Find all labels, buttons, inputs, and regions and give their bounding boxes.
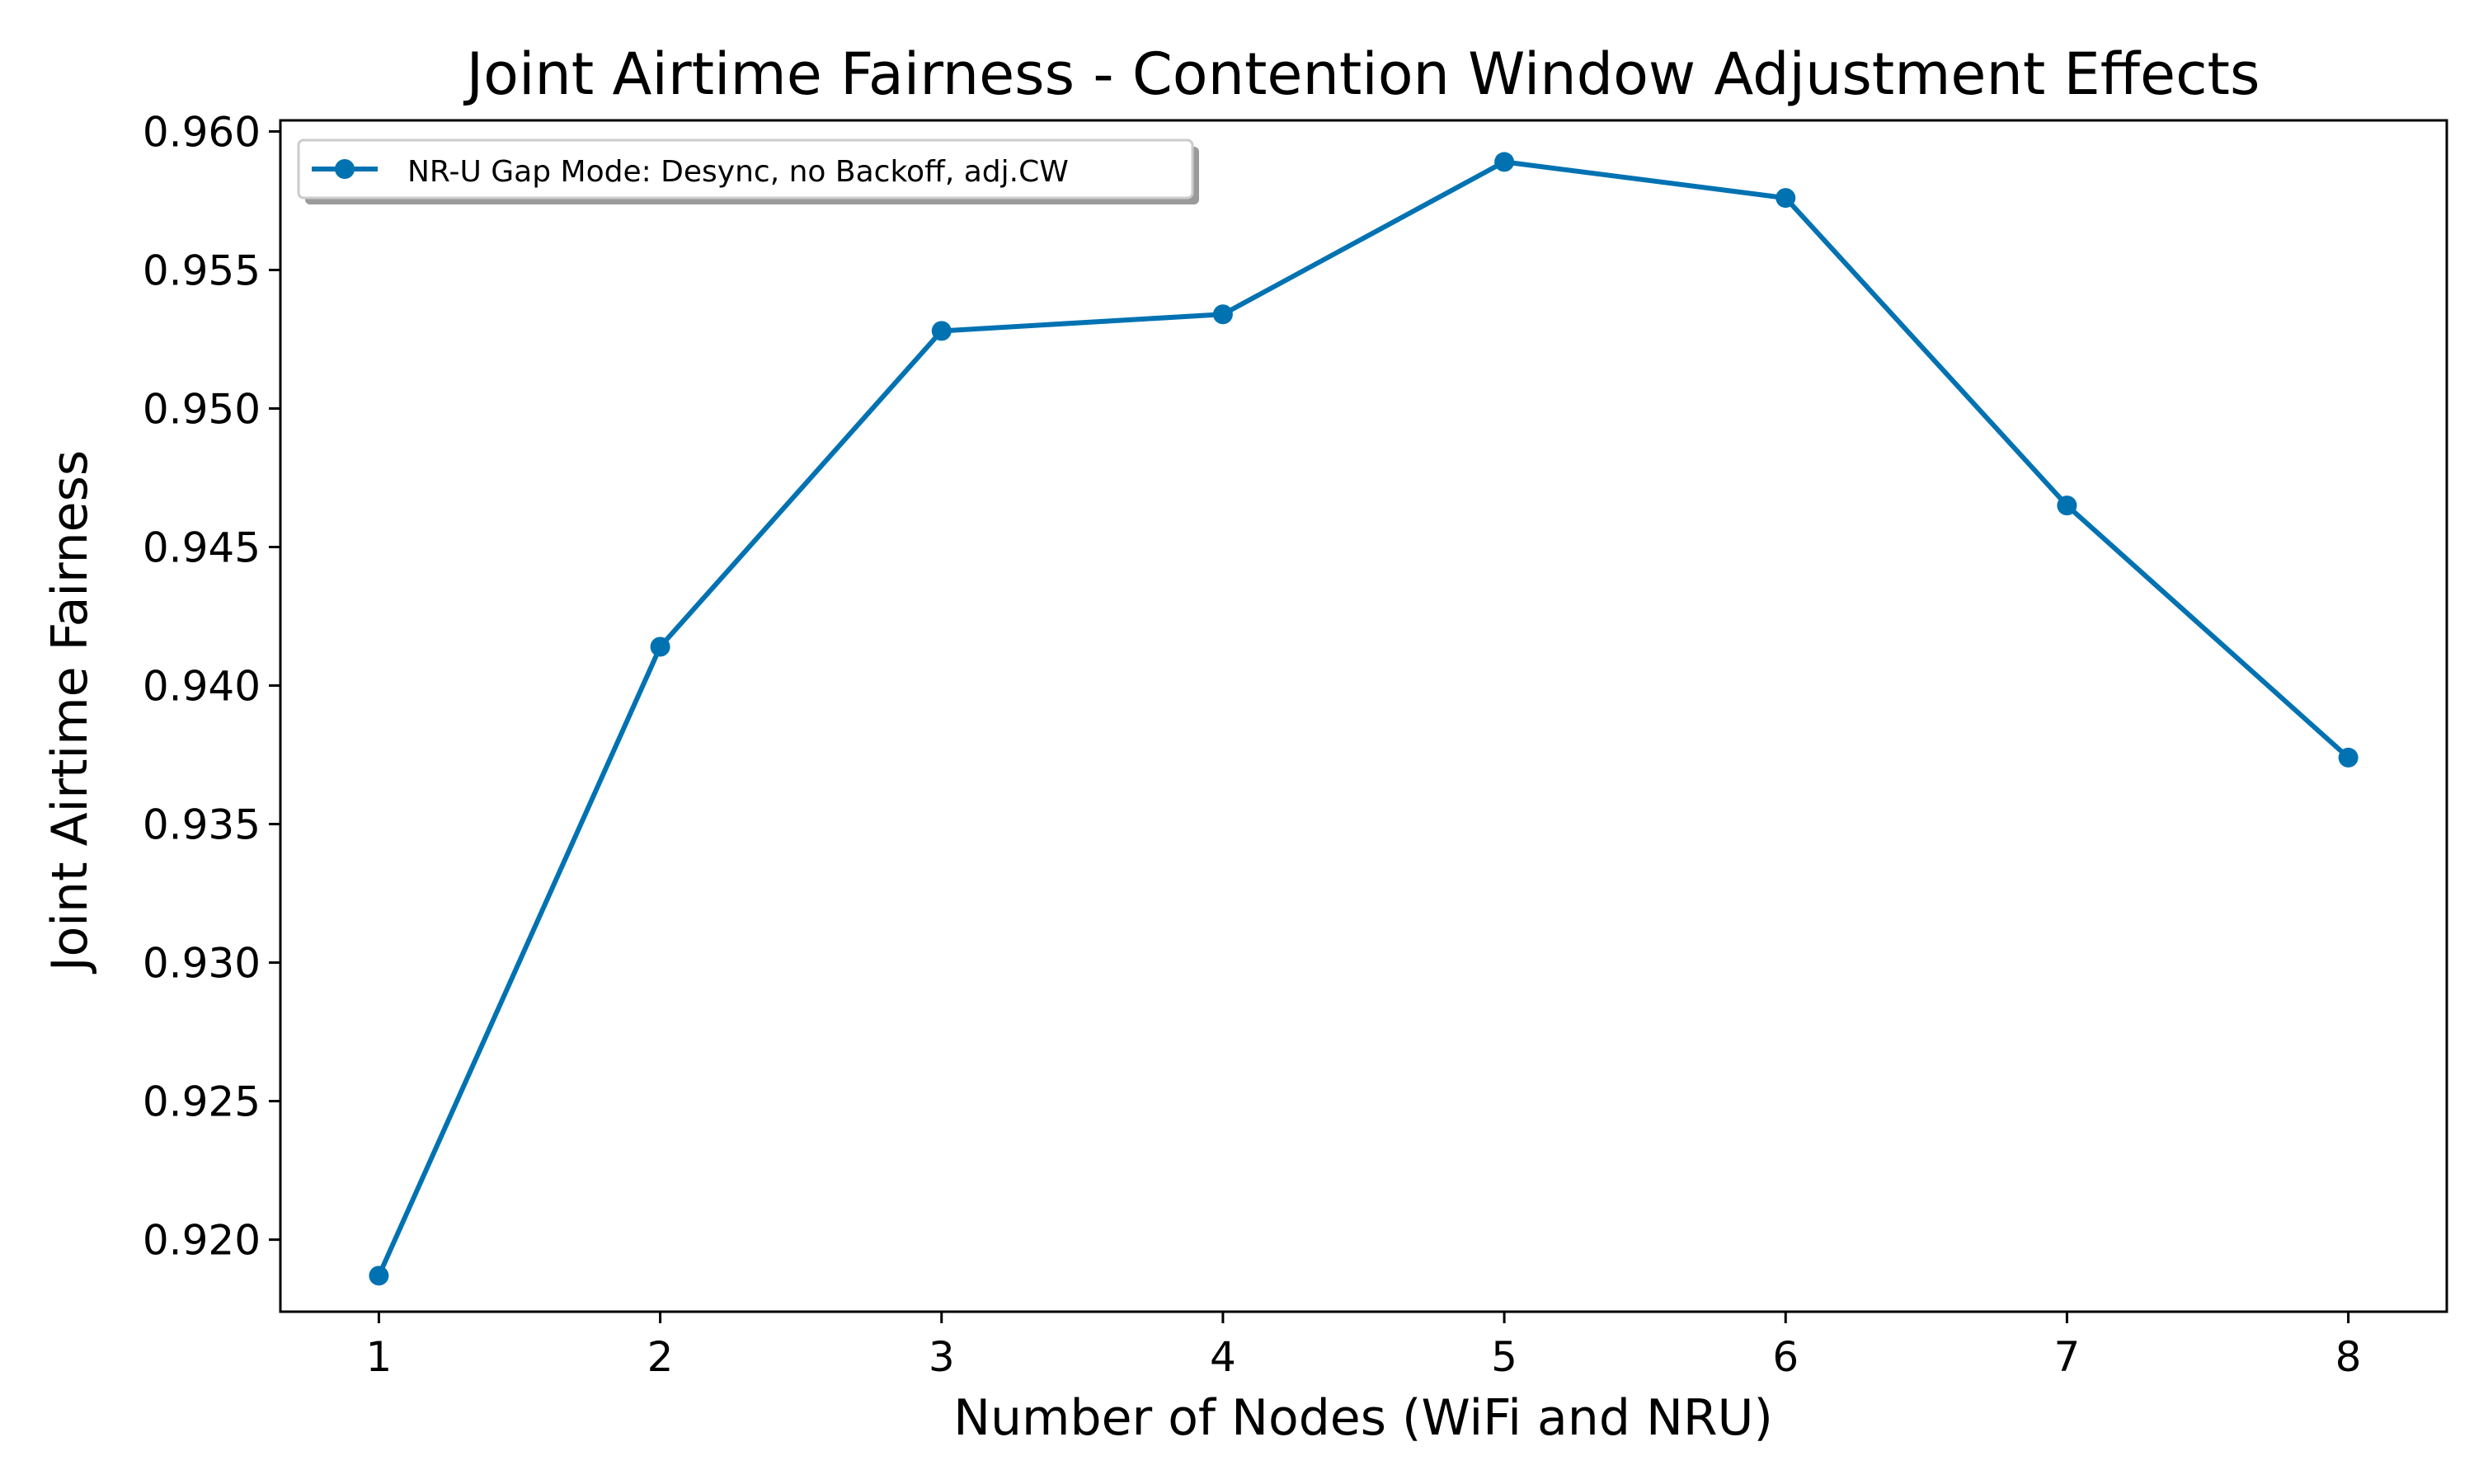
legend: NR-U Gap Mode: Desync, no Backoff, adj.C… <box>297 139 1199 204</box>
x-tick-label: 3 <box>929 1333 955 1381</box>
y-tick-label: 0.955 <box>143 247 261 294</box>
data-point <box>931 321 952 341</box>
legend-marker <box>335 159 355 179</box>
x-tick-label: 1 <box>366 1333 393 1381</box>
y-tick-label: 0.950 <box>143 385 261 433</box>
data-point <box>1494 152 1515 172</box>
data-point <box>650 636 670 657</box>
x-tick-label: 2 <box>647 1333 674 1381</box>
x-tick-label: 8 <box>2335 1333 2362 1381</box>
y-axis-label: Joint Airtime Fairness <box>41 450 99 974</box>
x-axis-ticks: 1 2 3 4 5 6 7 8 <box>366 1312 2362 1381</box>
legend-label: NR-U Gap Mode: Desync, no Backoff, adj.C… <box>407 155 1069 189</box>
plot-frame <box>279 119 2448 1313</box>
series-layer <box>369 152 2359 1286</box>
x-tick-label: 6 <box>1772 1333 1799 1381</box>
data-point <box>1776 188 1796 209</box>
y-tick-label: 0.925 <box>143 1078 261 1126</box>
data-point <box>2057 495 2077 516</box>
series-line <box>376 159 2350 1277</box>
x-tick-label: 4 <box>1210 1333 1236 1381</box>
x-tick-label: 5 <box>1491 1333 1517 1381</box>
y-tick-label: 0.945 <box>143 524 261 572</box>
x-axis-label: Number of Nodes (WiFi and NRU) <box>953 1389 1773 1447</box>
data-point <box>2338 747 2359 768</box>
y-tick-label: 0.940 <box>143 663 261 711</box>
data-point <box>1212 304 1233 325</box>
y-tick-label: 0.920 <box>143 1217 261 1265</box>
y-tick-label: 0.930 <box>143 940 261 988</box>
y-tick-label: 0.935 <box>143 801 261 849</box>
chart-title: Joint Airtime Fairness - Contention Wind… <box>463 40 2260 108</box>
y-tick-label: 0.960 <box>143 108 261 156</box>
data-point <box>369 1266 389 1286</box>
x-tick-label: 7 <box>2054 1333 2081 1381</box>
legend-box <box>297 139 1194 200</box>
y-axis-ticks: 0.920 0.925 0.930 0.935 0.940 0.945 0.950 0.955… <box>143 108 280 1265</box>
